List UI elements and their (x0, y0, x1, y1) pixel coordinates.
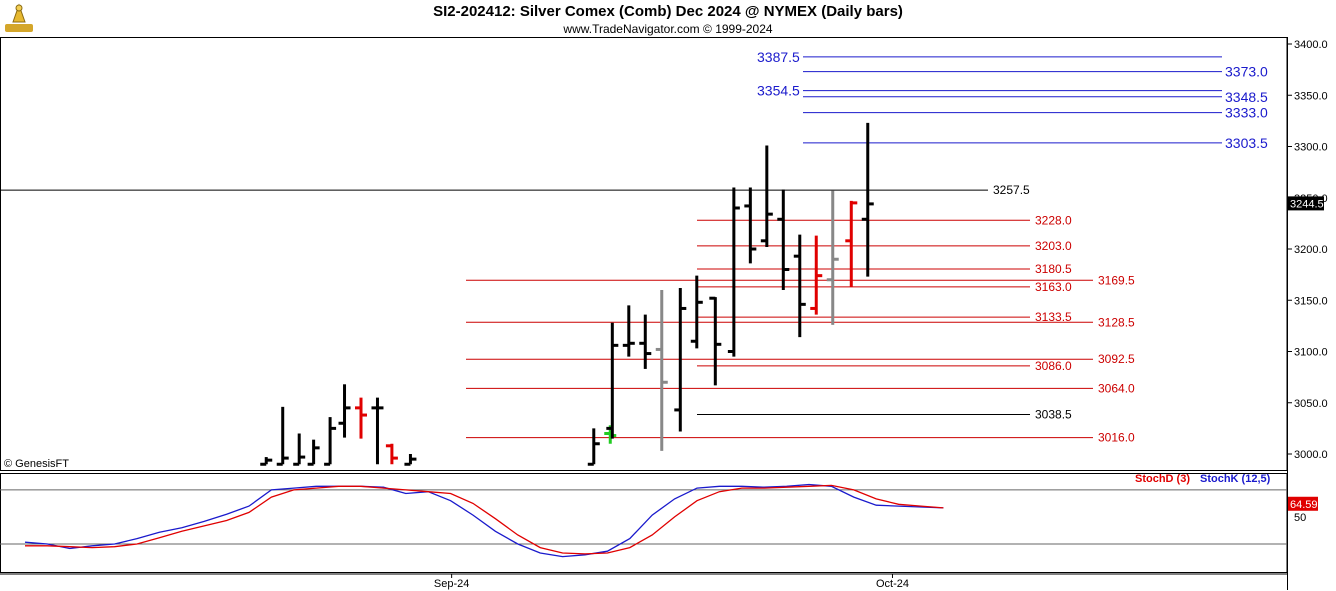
y-tick-label: 3100.0 (1294, 347, 1328, 359)
stoch-last-label: 64.59 (1290, 499, 1318, 511)
chart-header: SI2-202412: Silver Comex (Comb) Dec 2024… (0, 0, 1336, 37)
ohlc-bar (810, 235, 823, 315)
bars-layer (260, 122, 874, 466)
ohlc-bar (338, 384, 351, 438)
y-axis: 3000.03050.03100.03150.03200.03250.03300… (434, 39, 1328, 590)
stochastic-panel-border (0, 473, 1288, 573)
red-level-label: 3133.5 (1035, 310, 1072, 324)
ohlc-bar (760, 145, 773, 247)
ohlc-bar (793, 234, 806, 338)
ohlc-bar (709, 296, 722, 386)
stoch-d-line (25, 484, 944, 555)
price-panel-border (0, 37, 1288, 471)
y-tick-label: 3050.0 (1294, 398, 1328, 410)
ohlc-bar (777, 189, 790, 290)
blue-level-label: 3348.5 (1225, 89, 1268, 105)
ohlc-bar (355, 397, 367, 439)
ohlc-bar (404, 454, 417, 466)
y-tick-label: 3350.0 (1294, 90, 1328, 102)
red-level-label: 3092.5 (1098, 352, 1135, 366)
legend-stoch-d: StochD (3) (1135, 473, 1190, 485)
ohlc-bar (845, 200, 858, 287)
red-level-label: 3016.0 (1098, 431, 1135, 445)
stoch-tick-label: 50 (1294, 512, 1306, 524)
data-credit: © GenesisFT (4, 458, 69, 470)
ohlc-bar (276, 406, 289, 466)
red-level-label: 3128.5 (1098, 315, 1135, 329)
ohlc-bar (260, 457, 273, 466)
trade-navigator-logo (3, 2, 35, 34)
ohlc-bar (606, 322, 619, 439)
ohlc-bar (655, 290, 668, 451)
red-level-label: 3180.5 (1035, 262, 1072, 276)
ohlc-bar (727, 187, 740, 357)
blue-level-label: 3373.0 (1225, 64, 1268, 80)
y-tick-label: 3200.0 (1294, 244, 1328, 256)
ohlc-bar (826, 190, 839, 325)
resistance-label: 3257.5 (993, 183, 1030, 197)
blue-level-label: 3303.5 (1225, 135, 1268, 151)
chart-subtitle: www.TradeNavigator.com © 1999-2024 (563, 22, 773, 36)
y-tick-label: 3400.0 (1294, 39, 1328, 51)
ohlc-bar (690, 275, 703, 349)
x-tick-label: Sep-24 (434, 578, 469, 590)
red-level-label: 3064.0 (1098, 381, 1135, 395)
blue-level-label: 3387.5 (757, 49, 800, 65)
ohlc-bar (324, 417, 337, 466)
ohlc-bar (744, 187, 757, 264)
blue-level-label: 3333.0 (1225, 105, 1268, 121)
ohlc-bar (861, 122, 874, 277)
stoch-k-line (24, 483, 944, 558)
last-price-label: 3244.5 (1290, 198, 1324, 210)
ohlc-bar (307, 439, 320, 466)
ohlc-bar (622, 305, 635, 357)
y-tick-label: 3300.0 (1294, 142, 1328, 154)
ohlc-bar (371, 397, 384, 465)
red-level-label: 3228.0 (1035, 213, 1072, 227)
ohlc-bar (293, 433, 306, 466)
red-level-label: 3169.5 (1098, 273, 1135, 287)
red-level-label: 3203.0 (1035, 239, 1072, 253)
support-label: 3038.5 (1035, 408, 1072, 422)
ohlc-bar (385, 443, 398, 465)
ohlc-bar (587, 428, 600, 466)
chart-title: SI2-202412: Silver Comex (Comb) Dec 2024… (433, 3, 903, 20)
chart-frame (0, 37, 1288, 590)
red-level-label: 3086.0 (1035, 359, 1072, 373)
x-tick-label: Oct-24 (876, 578, 909, 590)
last-price-box (1288, 196, 1324, 211)
y-tick-label: 3000.0 (1294, 449, 1328, 461)
blue-level-label: 3354.5 (757, 83, 800, 99)
stochastic-panel: 50 StochD (3) StochK (12,5) 64.59 (0, 473, 1318, 558)
y-tick-label: 3150.0 (1294, 295, 1328, 307)
red-level-label: 3163.0 (1035, 280, 1072, 294)
ohlc-bar (674, 287, 687, 432)
legend-stoch-k: StochK (12,5) (1200, 473, 1271, 485)
stoch-last-box (1288, 496, 1318, 511)
ohlc-bar (639, 314, 652, 369)
